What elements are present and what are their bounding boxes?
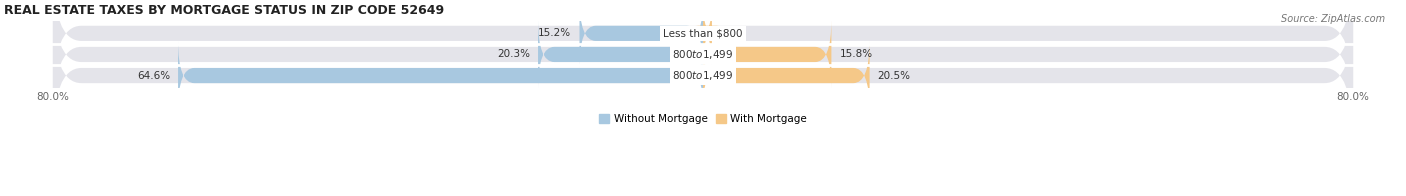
Text: 15.2%: 15.2%	[538, 28, 571, 38]
Text: 20.3%: 20.3%	[496, 49, 530, 59]
FancyBboxPatch shape	[53, 9, 1353, 142]
Text: $800 to $1,499: $800 to $1,499	[672, 69, 734, 82]
Text: 15.8%: 15.8%	[839, 49, 873, 59]
FancyBboxPatch shape	[53, 0, 1353, 121]
Text: 64.6%: 64.6%	[136, 71, 170, 81]
Text: Less than $800: Less than $800	[664, 28, 742, 38]
Text: REAL ESTATE TAXES BY MORTGAGE STATUS IN ZIP CODE 52649: REAL ESTATE TAXES BY MORTGAGE STATUS IN …	[4, 4, 444, 17]
FancyBboxPatch shape	[696, 0, 720, 68]
Text: 20.5%: 20.5%	[877, 71, 911, 81]
Legend: Without Mortgage, With Mortgage: Without Mortgage, With Mortgage	[599, 114, 807, 124]
FancyBboxPatch shape	[703, 20, 831, 89]
Text: Source: ZipAtlas.com: Source: ZipAtlas.com	[1281, 14, 1385, 24]
FancyBboxPatch shape	[179, 41, 703, 110]
Text: 1.1%: 1.1%	[720, 28, 747, 38]
FancyBboxPatch shape	[53, 0, 1353, 100]
Text: $800 to $1,499: $800 to $1,499	[672, 48, 734, 61]
FancyBboxPatch shape	[579, 0, 703, 68]
FancyBboxPatch shape	[703, 41, 869, 110]
FancyBboxPatch shape	[538, 20, 703, 89]
